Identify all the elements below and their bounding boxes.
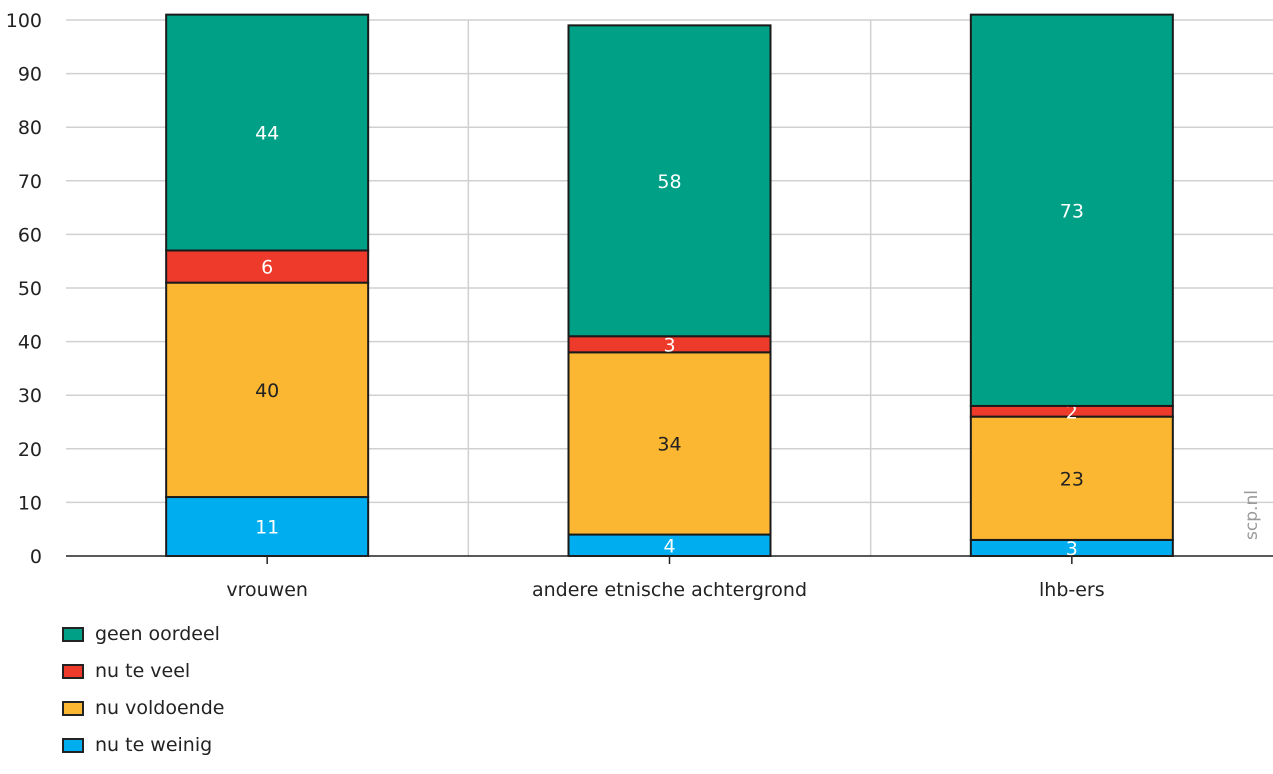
data-label: 58 — [657, 171, 681, 193]
legend-swatch-nu-voldoende — [62, 700, 84, 716]
data-label: 40 — [255, 380, 279, 402]
bar-segment-nu-voldoende — [969, 415, 1174, 541]
legend-item-nu-te-veel: nu te veel — [62, 659, 224, 683]
y-axis-ticks: 0 10 20 30 40 50 60 70 80 90 100 — [6, 10, 42, 568]
data-label: 4 — [663, 535, 675, 557]
data-label: 44 — [255, 123, 279, 145]
legend-item-nu-voldoende: nu voldoende — [62, 696, 224, 720]
x-axis-labels: vrouwen andere etnische achtergrond lhb-er… — [66, 555, 1273, 601]
x-tick-label: vrouwen — [226, 579, 308, 601]
y-tick-label: 50 — [18, 278, 42, 300]
data-label: 73 — [1060, 200, 1084, 222]
legend-swatch-nu-te-weinig — [62, 737, 84, 753]
y-tick-label: 10 — [18, 492, 42, 514]
legend-swatch-nu-te-veel — [62, 663, 84, 679]
y-tick-label: 60 — [18, 224, 42, 246]
data-label: 3 — [1066, 538, 1078, 560]
legend-swatch-geen-oordeel — [62, 626, 84, 642]
bar-segment-nu-te-weinig — [165, 496, 370, 558]
y-tick-label: 90 — [18, 64, 42, 86]
bar-segment-geen-oordeel — [567, 24, 772, 338]
legend-label: nu te veel — [95, 660, 191, 682]
y-tick-label: 70 — [18, 171, 42, 193]
data-label: 11 — [255, 517, 279, 539]
y-tick-label: 40 — [18, 332, 42, 354]
bar-segment-geen-oordeel — [165, 13, 370, 252]
y-tick-label: 80 — [18, 117, 42, 139]
y-tick-label: 100 — [6, 10, 42, 32]
data-label: 34 — [657, 433, 681, 455]
legend-label: nu voldoende — [95, 697, 225, 719]
legend-label: geen oordeel — [95, 623, 220, 645]
data-label: 23 — [1060, 468, 1084, 490]
legend-item-nu-te-weinig: nu te weinig — [62, 733, 224, 757]
legend-label: nu te weinig — [95, 734, 213, 756]
data-label: 6 — [261, 257, 273, 279]
watermark: scp.nl — [1242, 490, 1262, 540]
x-tick-label: andere etnische achtergrond — [532, 579, 807, 601]
data-label: 3 — [663, 334, 675, 356]
bar-segment-nu-voldoende — [165, 281, 370, 499]
legend: geen oordeel nu te veel nu voldoende nu … — [62, 622, 224, 770]
x-tick-label: lhb-ers — [1039, 579, 1105, 601]
bar-segment-geen-oordeel — [969, 13, 1174, 407]
bar-segment-nu-voldoende — [567, 351, 772, 536]
y-tick-label: 30 — [18, 385, 42, 407]
y-tick-label: 20 — [18, 439, 42, 461]
legend-item-geen-oordeel: geen oordeel — [62, 622, 224, 646]
y-tick-label: 0 — [30, 546, 42, 568]
